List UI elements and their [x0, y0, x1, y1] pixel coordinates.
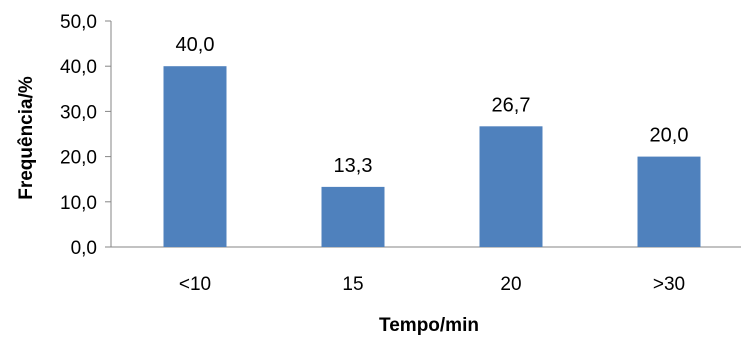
y-tick-label: 50,0 — [60, 12, 97, 33]
x-axis-ticks: <10 15 20 >30 — [179, 274, 685, 295]
y-tick-label: 40,0 — [60, 57, 97, 78]
x-axis-title: Tempo/min — [379, 315, 479, 336]
y-axis-title: Frequência/% — [16, 76, 37, 200]
bar-value-label: 40,0 — [176, 34, 215, 56]
x-tick-label: 15 — [342, 274, 363, 295]
y-tick-label: 0,0 — [71, 238, 97, 259]
bar — [637, 156, 701, 247]
bar-value-label: 20,0 — [650, 125, 689, 147]
x-tick-label: >30 — [653, 274, 685, 295]
bar — [163, 66, 227, 247]
bar — [479, 126, 543, 247]
y-tick-label: 20,0 — [60, 148, 97, 169]
y-tick-label: 10,0 — [60, 193, 97, 214]
y-axis-ticks: 0,0 10,0 20,0 30,0 40,0 50,0 — [60, 12, 111, 259]
bar — [321, 186, 385, 247]
bars: 40,0 13,3 26,7 20,0 — [163, 34, 701, 247]
bar-value-label: 26,7 — [492, 94, 531, 116]
x-tick-label: 20 — [500, 274, 521, 295]
bar-value-label: 13,3 — [334, 155, 373, 177]
x-tick-label: <10 — [179, 274, 211, 295]
y-tick-label: 30,0 — [60, 102, 97, 123]
